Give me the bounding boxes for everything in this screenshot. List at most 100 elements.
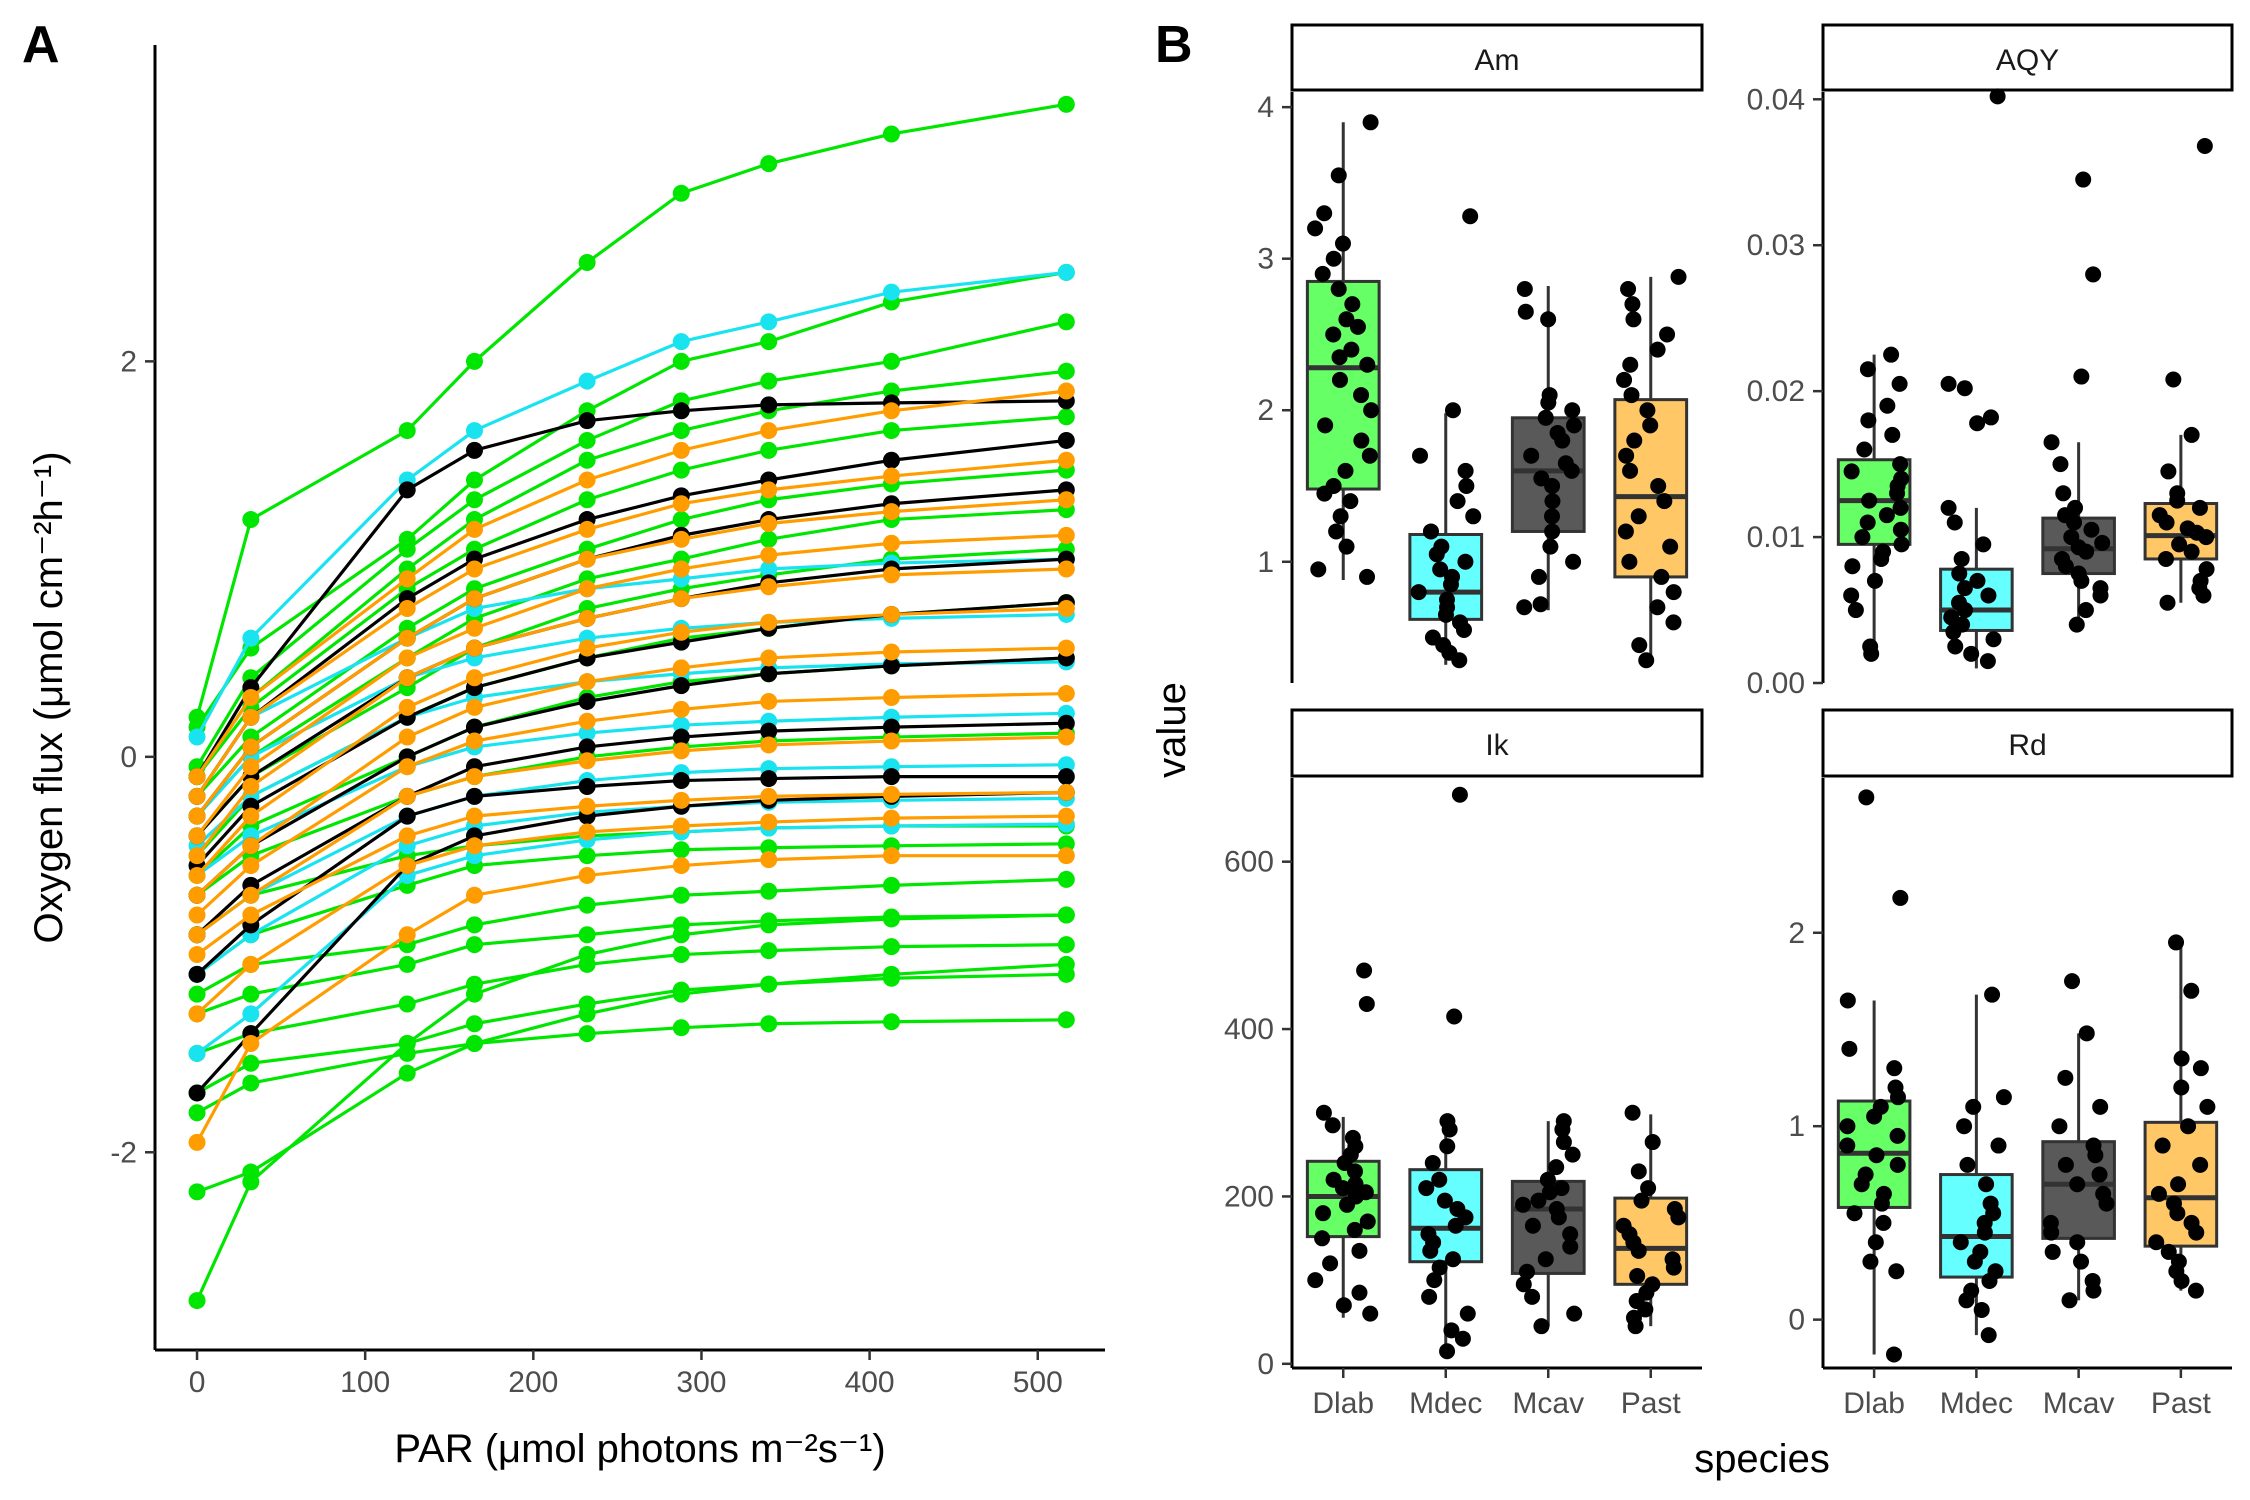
data-point-past bbox=[578, 550, 596, 568]
data-point-past bbox=[578, 712, 596, 730]
data-point-dlab bbox=[242, 511, 260, 529]
jitter-point-dlab bbox=[1328, 523, 1345, 540]
data-point-dlab bbox=[672, 926, 690, 944]
jitter-point-dlab bbox=[1861, 492, 1878, 509]
data-point-dlab bbox=[1057, 313, 1075, 331]
jitter-point-mdec bbox=[1979, 653, 1996, 670]
jitter-point-mdec bbox=[1439, 1113, 1456, 1130]
jitter-point-mdec bbox=[1989, 88, 2006, 105]
panel-a-x-tick-label: 300 bbox=[676, 1366, 726, 1399]
data-point-past bbox=[760, 851, 778, 869]
jitter-point-dlab bbox=[1359, 568, 1376, 585]
data-point-mcav bbox=[1057, 768, 1075, 786]
jitter-point-mdec bbox=[1987, 1263, 2004, 1280]
data-point-past bbox=[398, 649, 416, 667]
data-point-mcav bbox=[188, 1084, 206, 1102]
data-point-dlab bbox=[672, 461, 690, 479]
jitter-point-mcav bbox=[2064, 973, 2081, 990]
jitter-point-past bbox=[1618, 447, 1635, 464]
data-point-past bbox=[760, 736, 778, 754]
data-point-mdec bbox=[672, 716, 690, 734]
jitter-point-dlab bbox=[1314, 265, 1331, 282]
jitter-point-mcav bbox=[1562, 1226, 1579, 1243]
facet-rd-y-tick-label: 2 bbox=[1788, 917, 1805, 950]
data-point-mdec bbox=[578, 724, 596, 742]
jitter-point-past bbox=[2170, 1176, 2187, 1193]
data-point-dlab bbox=[578, 926, 596, 944]
jitter-point-dlab bbox=[1843, 587, 1860, 604]
jitter-point-past bbox=[2183, 1214, 2200, 1231]
jitter-point-mcav bbox=[2084, 1272, 2101, 1289]
data-point-dlab bbox=[398, 995, 416, 1013]
panel-b-x-axis-title: species bbox=[1694, 1437, 1830, 1481]
jitter-point-mdec bbox=[1990, 1137, 2007, 1154]
jitter-point-mcav bbox=[1544, 493, 1561, 510]
jitter-point-past bbox=[1625, 311, 1642, 328]
jitter-point-dlab bbox=[1307, 220, 1324, 237]
data-point-past bbox=[242, 807, 260, 825]
data-point-mdec bbox=[578, 372, 596, 390]
jitter-point-mcav bbox=[1566, 1305, 1583, 1322]
jitter-point-dlab bbox=[1846, 1205, 1863, 1222]
jitter-point-dlab bbox=[1875, 1185, 1892, 1202]
jitter-point-dlab bbox=[1859, 514, 1876, 531]
jitter-point-mdec bbox=[1449, 493, 1466, 510]
data-point-past bbox=[882, 605, 900, 623]
jitter-point-mdec bbox=[1445, 1251, 1462, 1268]
jitter-point-mdec bbox=[1969, 415, 1986, 432]
jitter-point-past bbox=[1623, 387, 1640, 404]
jitter-point-mdec bbox=[1984, 986, 2001, 1003]
data-point-past bbox=[188, 768, 206, 786]
data-point-past bbox=[672, 857, 690, 875]
data-point-past bbox=[882, 785, 900, 803]
data-point-past bbox=[188, 866, 206, 884]
data-point-past bbox=[1057, 451, 1075, 469]
panel-b-box-plots: Am 1 2 3 4 AQY 0.00 0.01 0.02 0.03 0.04 Ik Dlab Mdec M… bbox=[1150, 23, 2234, 1481]
jitter-point-mcav bbox=[1557, 455, 1574, 472]
jitter-point-mdec bbox=[1978, 1176, 1995, 1193]
jitter-point-mcav bbox=[1530, 1192, 1547, 1209]
data-point-past bbox=[465, 639, 483, 657]
jitter-point-mcav bbox=[2077, 602, 2094, 619]
data-point-past bbox=[242, 758, 260, 776]
data-point-mdec bbox=[242, 629, 260, 647]
jitter-point-mcav bbox=[2057, 1069, 2074, 1086]
jitter-point-past bbox=[1644, 1276, 1661, 1293]
jitter-point-mcav bbox=[1524, 1217, 1541, 1234]
data-point-mcav bbox=[465, 441, 483, 459]
jitter-point-mcav bbox=[1540, 311, 1557, 328]
jitter-point-mcav bbox=[2044, 1243, 2061, 1260]
jitter-point-dlab bbox=[1315, 1205, 1332, 1222]
data-point-past bbox=[188, 946, 206, 964]
data-point-mcav bbox=[578, 777, 596, 795]
jitter-point-dlab bbox=[1331, 371, 1348, 388]
jitter-point-mcav bbox=[1565, 553, 1582, 570]
data-point-past bbox=[578, 520, 596, 538]
data-point-past bbox=[672, 441, 690, 459]
jitter-point-mcav bbox=[2068, 616, 2085, 633]
jitter-point-dlab bbox=[1334, 235, 1351, 252]
data-point-past bbox=[398, 629, 416, 647]
jitter-point-dlab bbox=[1332, 508, 1349, 525]
jitter-point-mcav bbox=[2083, 521, 2100, 538]
jitter-point-dlab bbox=[1843, 463, 1860, 480]
jitter-point-mdec bbox=[1438, 591, 1455, 608]
data-point-past bbox=[188, 1005, 206, 1023]
jitter-point-mcav bbox=[1544, 523, 1561, 540]
jitter-point-dlab bbox=[1316, 205, 1333, 222]
facet-am-strip bbox=[1290, 23, 1704, 92]
jitter-point-past bbox=[1624, 296, 1641, 313]
jitter-point-past bbox=[1640, 1180, 1657, 1197]
data-point-mdec bbox=[882, 283, 900, 301]
jitter-point-mdec bbox=[1424, 1154, 1441, 1171]
jitter-point-mdec bbox=[1449, 1200, 1466, 1217]
data-point-dlab bbox=[1057, 835, 1075, 853]
jitter-point-dlab bbox=[1868, 1147, 1885, 1164]
jitter-point-mdec bbox=[1940, 499, 1957, 516]
jitter-point-mcav bbox=[2073, 1253, 2090, 1270]
data-point-dlab bbox=[1057, 362, 1075, 380]
jitter-point-mdec bbox=[1431, 1259, 1448, 1276]
facet-rd-strip-label: Rd bbox=[2008, 729, 2046, 762]
facet-aqy-strip-label: AQY bbox=[1996, 44, 2059, 77]
jitter-point-past bbox=[1626, 432, 1643, 449]
